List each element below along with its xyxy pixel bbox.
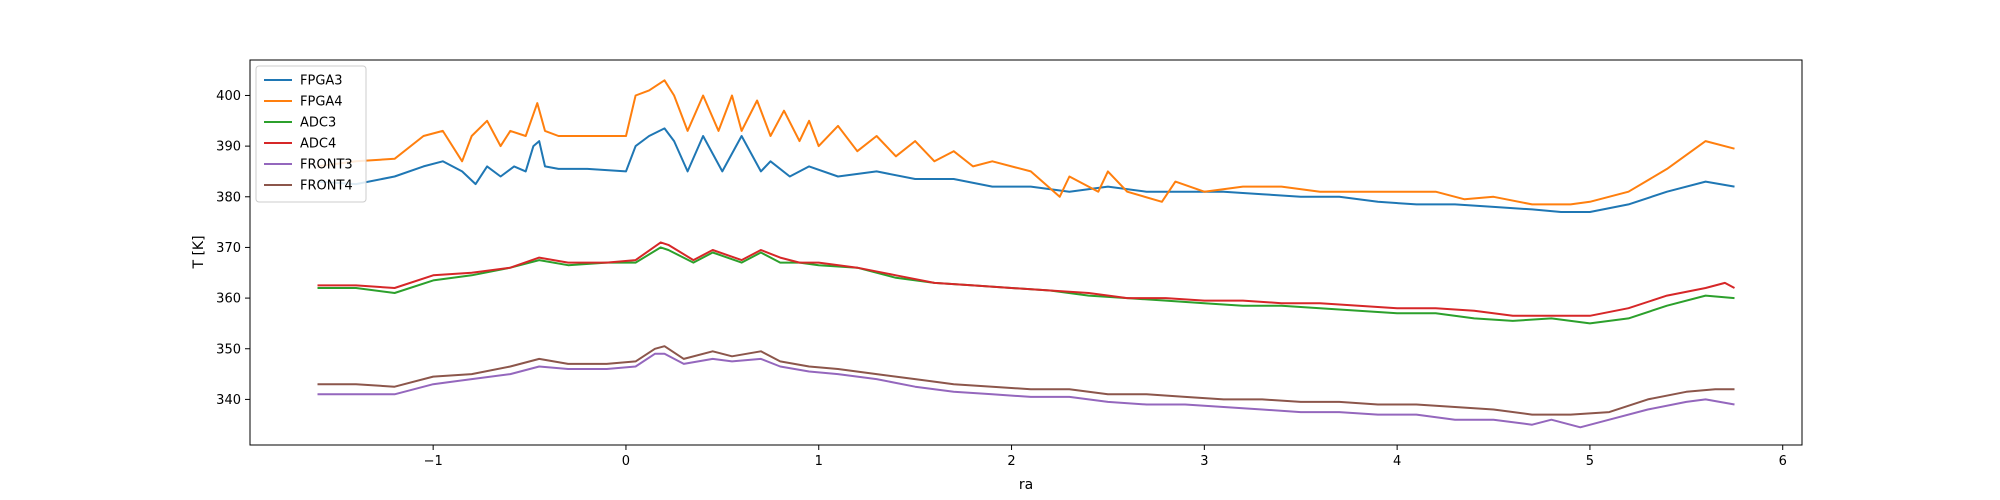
- x-tick-label: 5: [1586, 454, 1594, 469]
- y-tick-label: 370: [216, 241, 241, 256]
- legend-label: FPGA4: [300, 95, 343, 110]
- series-layer: [317, 79, 1735, 429]
- plot-area: [250, 60, 1802, 445]
- x-tick-label: 1: [815, 454, 823, 469]
- x-axis: −1 0 1 2 3 4 5 6: [424, 445, 1787, 469]
- y-axis: 340 350 360 370 380 390 400: [216, 89, 250, 408]
- y-tick-label: 390: [216, 140, 241, 155]
- legend-label: ADC4: [300, 137, 336, 152]
- y-tick-label: 350: [216, 342, 241, 357]
- x-tick-label: −1: [424, 454, 443, 469]
- y-tick-label: 400: [216, 89, 241, 104]
- series-line-fpga4: [317, 79, 1735, 206]
- y-axis-label: T [K]: [191, 235, 207, 269]
- plot-frame: [249, 59, 1803, 446]
- legend: FPGA3 FPGA4 ADC3 ADC4 FRONT3 FRONT4: [255, 65, 367, 203]
- x-tick-label: 2: [1007, 454, 1015, 469]
- x-tick-label: 6: [1779, 454, 1787, 469]
- y-tick-label: 340: [216, 393, 241, 408]
- series-line-front3: [317, 352, 1735, 429]
- legend-label: FRONT4: [300, 179, 353, 194]
- x-tick-label: 4: [1393, 454, 1401, 469]
- series-line-adc4: [317, 241, 1735, 317]
- x-tick-label: 0: [622, 454, 630, 469]
- y-tick-label: 380: [216, 190, 241, 205]
- legend-label: FRONT3: [300, 158, 353, 173]
- y-tick-label: 360: [216, 292, 241, 307]
- series-line-front4: [317, 345, 1735, 416]
- series-line-fpga3: [317, 127, 1735, 213]
- legend-label: FPGA3: [300, 74, 343, 89]
- x-tick-label: 3: [1200, 454, 1208, 469]
- legend-label: ADC3: [300, 116, 336, 131]
- x-axis-label: ra: [1019, 477, 1033, 493]
